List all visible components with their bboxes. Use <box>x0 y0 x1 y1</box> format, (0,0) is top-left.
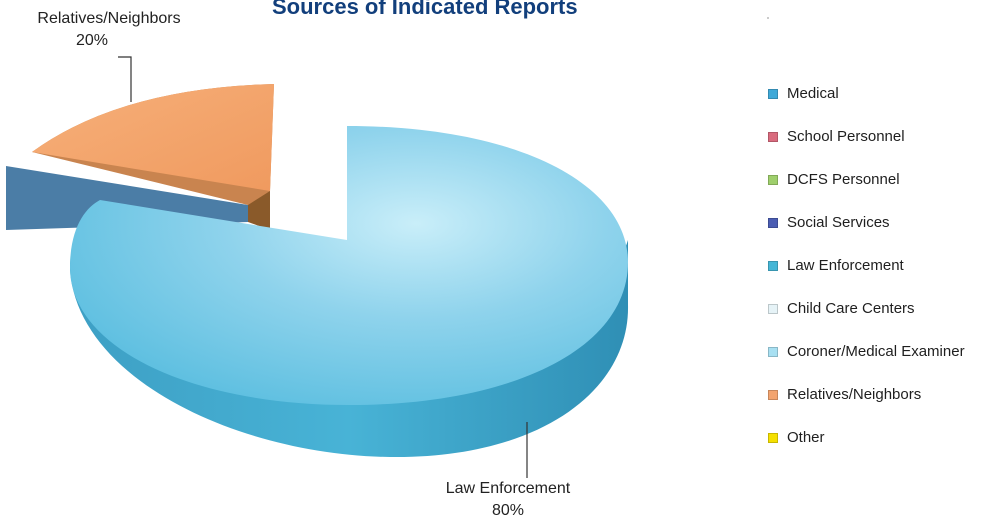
law-enforcement-label-name: Law Enforcement <box>428 478 588 500</box>
legend-swatch <box>768 89 778 99</box>
legend-item: Law Enforcement <box>768 244 982 287</box>
legend-label: Law Enforcement <box>787 257 904 274</box>
relatives-label-name: Relatives/Neighbors <box>14 8 204 30</box>
legend-label: Coroner/Medical Examiner <box>787 343 965 360</box>
legend-swatch <box>768 347 778 357</box>
legend-swatch <box>768 218 778 228</box>
legend-item: DCFS Personnel <box>768 158 982 201</box>
legend-swatch <box>768 433 778 443</box>
relatives-label-pct: 20% <box>14 30 204 52</box>
legend-swatch <box>768 261 778 271</box>
legend: Medical School Personnel DCFS Personnel Soc… <box>768 72 982 459</box>
legend-item: Child Care Centers <box>768 287 982 330</box>
legend-item: School Personnel <box>768 115 982 158</box>
legend-item: Medical <box>768 72 982 115</box>
legend-label: Other <box>787 429 825 446</box>
law-enforcement-label-pct: 80% <box>428 500 588 522</box>
legend-label: Social Services <box>787 214 890 231</box>
legend-label: Child Care Centers <box>787 300 915 317</box>
legend-swatch <box>768 175 778 185</box>
speck <box>767 17 769 19</box>
legend-label: Relatives/Neighbors <box>787 386 921 403</box>
legend-label: DCFS Personnel <box>787 171 900 188</box>
legend-item: Relatives/Neighbors <box>768 373 982 416</box>
relatives-label: Relatives/Neighbors 20% <box>14 8 204 52</box>
legend-item: Coroner/Medical Examiner <box>768 330 982 373</box>
legend-swatch <box>768 390 778 400</box>
legend-label: School Personnel <box>787 128 905 145</box>
law-enforcement-label: Law Enforcement 80% <box>428 478 588 522</box>
relatives-callout-line <box>118 57 131 102</box>
legend-item: Social Services <box>768 201 982 244</box>
legend-swatch <box>768 132 778 142</box>
legend-label: Medical <box>787 85 839 102</box>
legend-item: Other <box>768 416 982 459</box>
legend-swatch <box>768 304 778 314</box>
